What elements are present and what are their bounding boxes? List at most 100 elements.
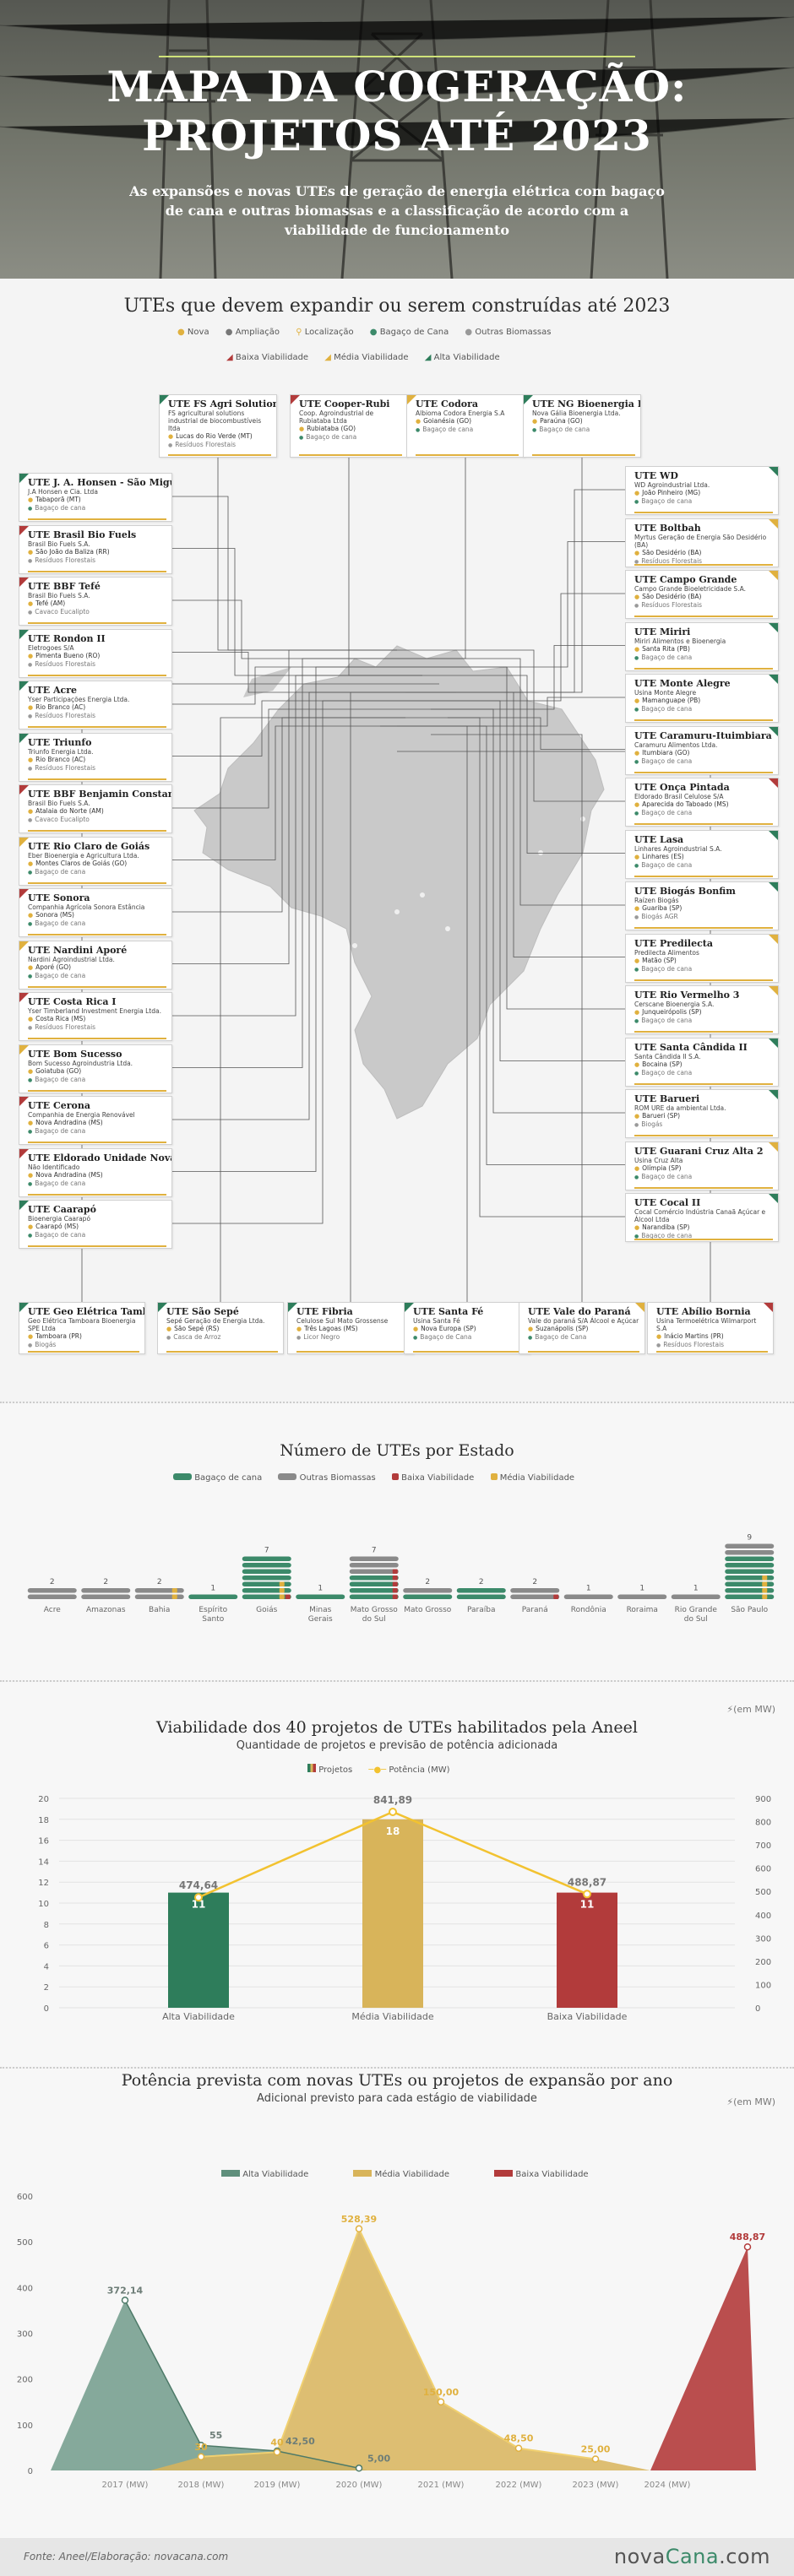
y2-tick-label: 500 xyxy=(755,1888,771,1897)
state-bar-stack xyxy=(81,1588,131,1599)
ute-company: Yser Timberland Investment Energia Ltda. xyxy=(28,1007,161,1015)
y2-tick-label: 800 xyxy=(755,1819,771,1828)
ute-card[interactable]: UTE Campo Grande Campo Grande Bioeletrici… xyxy=(625,570,779,619)
ute-card[interactable]: UTE Cocal II Cocal Comércio Indústria Can… xyxy=(625,1193,779,1242)
ute-card[interactable]: UTE Brasil Bio Fuels Brasil Bio Fuels S.A… xyxy=(19,524,172,574)
ute-name: UTE Biogás Bonfim xyxy=(634,886,736,897)
ute-company: Bom Sucesso Agroindustria Ltda. xyxy=(28,1059,133,1067)
ute-location: Goianésia (GO) xyxy=(416,417,519,426)
ute-card[interactable]: UTE Caramuru-Ituimbiara Caramuru Alimento… xyxy=(625,725,779,775)
data-value-label: 372,14 xyxy=(107,2285,144,2296)
bar-marker-mid xyxy=(762,1594,768,1599)
ute-card[interactable]: UTE NG Bioenergia I Nova Gália Bioenergia… xyxy=(523,394,641,458)
y2-tick-label: 600 xyxy=(755,1865,771,1874)
ute-card[interactable]: UTE Onça Pintada Eldorado Brasil Celulose… xyxy=(625,778,779,827)
area-alta xyxy=(51,2300,367,2470)
viability-bar xyxy=(362,1819,423,2008)
ute-location: Rio Branco (AC) xyxy=(28,756,166,764)
ute-card[interactable]: UTE FS Agri Solutions FS agricultural sol… xyxy=(159,394,277,458)
x-tick-label: 2018 (MW) xyxy=(178,2481,225,2490)
state-chart-legend: Bagaço de cana Outras Biomassas Baixa Vi… xyxy=(173,1473,588,1483)
ute-card[interactable]: UTE São Sepé Sepé Geração de Energia Ltda… xyxy=(157,1302,284,1354)
data-value-label: 48,50 xyxy=(504,2433,534,2444)
ute-card[interactable]: UTE Bom Sucesso Bom Sucesso Agroindustria… xyxy=(19,1044,172,1093)
ute-location: Aporé (GO) xyxy=(28,963,166,972)
legend-item-low: Baixa Viabilidade xyxy=(391,1473,474,1483)
viability-flag xyxy=(19,629,29,639)
ute-card[interactable]: UTE Sonora Companhia Agrícola Sonora Estâ… xyxy=(19,888,172,937)
card-underline xyxy=(634,667,773,670)
ute-company: Yser Participações Energia Ltda. xyxy=(28,696,130,703)
y-tick-label: 600 xyxy=(17,2193,33,2202)
ute-card[interactable]: UTE Eldorado Unidade Nova AndradinaNão I… xyxy=(19,1147,172,1197)
ute-location: Linhares (ES) xyxy=(634,853,773,861)
bar-value-label: 2 xyxy=(103,1578,108,1586)
hero-banner: MAPA DA COGERAÇÃO: PROJETOS ATÉ 2023 As … xyxy=(0,0,794,279)
data-value-label: 30 xyxy=(194,2442,208,2453)
ute-card[interactable]: UTE Rio Claro de Goiás Eber Bioenergia e … xyxy=(19,836,172,886)
y2-tick-label: 300 xyxy=(755,1934,771,1944)
x-tick-label: Alta Viabilidade xyxy=(162,2011,235,2022)
ute-name: UTE BBF Tefé xyxy=(28,581,101,592)
bar-marker-low xyxy=(285,1594,291,1599)
ute-card[interactable]: UTE Vale do Paraná Vale do paraná S/A Álc… xyxy=(519,1302,645,1354)
ute-card[interactable]: UTE Abílio Bornia Usina Termoelétrica Wil… xyxy=(647,1302,774,1354)
ute-card[interactable]: UTE Acre Yser Participações Energia Ltda.… xyxy=(19,681,172,729)
card-underline xyxy=(634,1186,773,1189)
connector-top xyxy=(348,458,422,676)
ute-name: UTE NG Bioenergia I xyxy=(532,399,641,409)
ute-name: UTE Bom Sucesso xyxy=(28,1048,122,1060)
state-bar-stack xyxy=(563,1594,613,1599)
card-underline xyxy=(634,979,773,981)
ute-company: Triunfo Energia Ltda. xyxy=(28,747,94,756)
power-value-label: 474,64 xyxy=(179,1879,218,1891)
year-unit-note: ⚡(em MW) xyxy=(726,2096,775,2107)
connector-top xyxy=(217,458,397,651)
y2-tick-label: 0 xyxy=(755,2004,760,2014)
ute-card[interactable]: UTE Geo Elétrica TamboaraGeo Elétrica Ta… xyxy=(19,1302,145,1354)
card-underline xyxy=(413,1351,525,1353)
ute-card[interactable]: UTE Boltbah Myrtus Geração de Energia São… xyxy=(625,518,779,567)
ute-card[interactable]: UTE Cerona Companhia de Energia Renovável… xyxy=(19,1096,172,1145)
ute-name: UTE Triunfo xyxy=(28,736,92,748)
card-underline xyxy=(28,1245,166,1247)
ute-card[interactable]: UTE BBF Benjamin Constant Brasil Bio Fuel… xyxy=(19,784,172,833)
viability-flag xyxy=(19,837,29,847)
ute-name: UTE Sonora xyxy=(28,892,90,903)
ute-card[interactable]: UTE Costa Rica I Yser Timberland Investme… xyxy=(19,992,172,1041)
ute-card[interactable]: UTE J. A. Honsen - São Miguel J.A Honsen … xyxy=(19,473,172,522)
ute-company: Campo Grande Bioeletricidade S.A. xyxy=(634,585,746,593)
line-media xyxy=(200,2226,596,2460)
viability-flag xyxy=(19,525,29,535)
state-bar-stack xyxy=(456,1588,506,1599)
ute-fuel: Resíduos Florestais xyxy=(656,1341,768,1349)
ute-card[interactable]: UTE Nardini Aporé Nardini Agroindustrial … xyxy=(19,940,172,990)
bar-marker-mid xyxy=(762,1575,768,1581)
ute-location: São João da Baliza (RR) xyxy=(28,548,166,556)
year-title: Potência prevista com novas UTEs ou proj… xyxy=(121,2071,673,2090)
map-legend-row1: ● Nova ● Ampliação ⚲ Localização ● Bagaç… xyxy=(177,328,564,337)
ute-card[interactable]: UTE Cooper-Rubi Coop. Agroindustrial de R… xyxy=(290,394,408,458)
ute-card[interactable]: UTE Santa Cândida II Santa Cândida II S.A… xyxy=(625,1037,779,1087)
bar-segment-cane xyxy=(242,1563,291,1568)
ute-name: UTE Vale do Paraná xyxy=(528,1306,631,1317)
ute-company: Brasil Bio Fuels S.A. xyxy=(28,592,90,599)
data-value-label: 5,00 xyxy=(367,2453,390,2464)
ute-card[interactable]: UTE Rio Vermelho 3 Cerscane Bioenergia S.… xyxy=(625,985,779,1034)
ute-location: São Desidério (BA) xyxy=(634,549,773,557)
